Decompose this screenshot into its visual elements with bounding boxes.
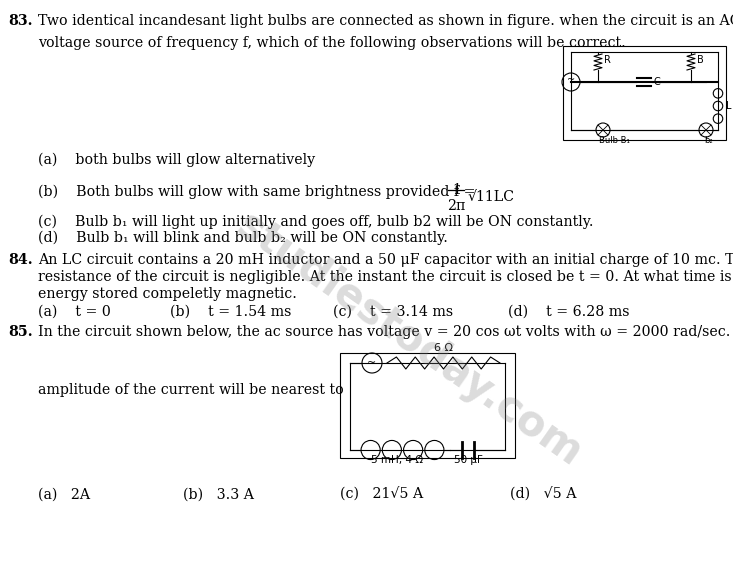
- Text: (a)   2A: (a) 2A: [38, 488, 90, 502]
- Text: √11LC: √11LC: [468, 190, 515, 204]
- Text: (b)   3.3 A: (b) 3.3 A: [183, 488, 254, 502]
- Text: 1: 1: [452, 183, 461, 197]
- Text: Two identical incandesant light bulbs are connected as shown in figure. when the: Two identical incandesant light bulbs ar…: [38, 14, 733, 28]
- Text: resistance of the circuit is negligible. At the instant the circuit is closed be: resistance of the circuit is negligible.…: [38, 270, 733, 284]
- Text: studiestoday.com: studiestoday.com: [229, 204, 591, 475]
- Text: (d)    t = 6.28 ms: (d) t = 6.28 ms: [508, 305, 630, 319]
- Text: B: B: [697, 55, 704, 65]
- Text: (a)    both bulbs will glow alternatively: (a) both bulbs will glow alternatively: [38, 153, 315, 167]
- Text: amplitude of the current will be nearest to: amplitude of the current will be nearest…: [38, 383, 344, 397]
- Text: (a)    t = 0: (a) t = 0: [38, 305, 111, 319]
- Text: 50 μF: 50 μF: [454, 455, 482, 465]
- Text: (c)    t = 3.14 ms: (c) t = 3.14 ms: [333, 305, 453, 319]
- Text: L: L: [726, 101, 732, 111]
- Text: (b)    Both bulbs will glow with same brightness provided f =: (b) Both bulbs will glow with same brigh…: [38, 185, 476, 199]
- Text: voltage source of frequency f, which of the following observations will be corre: voltage source of frequency f, which of …: [38, 36, 626, 50]
- Text: In the circuit shown below, the ac source has voltage v = 20 cos ωt volts with ω: In the circuit shown below, the ac sourc…: [38, 325, 733, 339]
- Text: (d)    Bulb b₁ will blink and bulb b₂ will be ON constantly.: (d) Bulb b₁ will blink and bulb b₂ will …: [38, 231, 448, 245]
- Text: ~: ~: [367, 358, 377, 368]
- Text: C: C: [654, 77, 660, 87]
- Text: An LC circuit contains a 20 mH inductor and a 50 μF capacitor with an initial ch: An LC circuit contains a 20 mH inductor …: [38, 253, 733, 267]
- Text: 6 Ω: 6 Ω: [434, 343, 453, 353]
- Text: 83.: 83.: [8, 14, 32, 28]
- Text: 2π: 2π: [447, 199, 465, 213]
- Text: (d)   √5 A: (d) √5 A: [510, 488, 576, 502]
- Text: energy stored compeletly magnetic.: energy stored compeletly magnetic.: [38, 287, 297, 301]
- Text: Bulb B₁: Bulb B₁: [599, 136, 630, 145]
- Text: b₂: b₂: [704, 136, 712, 145]
- Text: (c)    Bulb b₁ will light up initially and goes off, bulb b2 will be ON constant: (c) Bulb b₁ will light up initially and …: [38, 215, 594, 229]
- Bar: [563, 46, 726, 140]
- Text: (c)   21√5 A: (c) 21√5 A: [340, 488, 423, 502]
- Bar: [340, 353, 515, 458]
- Text: 84.: 84.: [8, 253, 33, 267]
- Text: 85.: 85.: [8, 325, 33, 339]
- Text: R: R: [604, 55, 611, 65]
- Text: (b)    t = 1.54 ms: (b) t = 1.54 ms: [170, 305, 292, 319]
- Text: 5 mH, 4 Ω: 5 mH, 4 Ω: [372, 455, 424, 465]
- Text: ~: ~: [567, 75, 575, 85]
